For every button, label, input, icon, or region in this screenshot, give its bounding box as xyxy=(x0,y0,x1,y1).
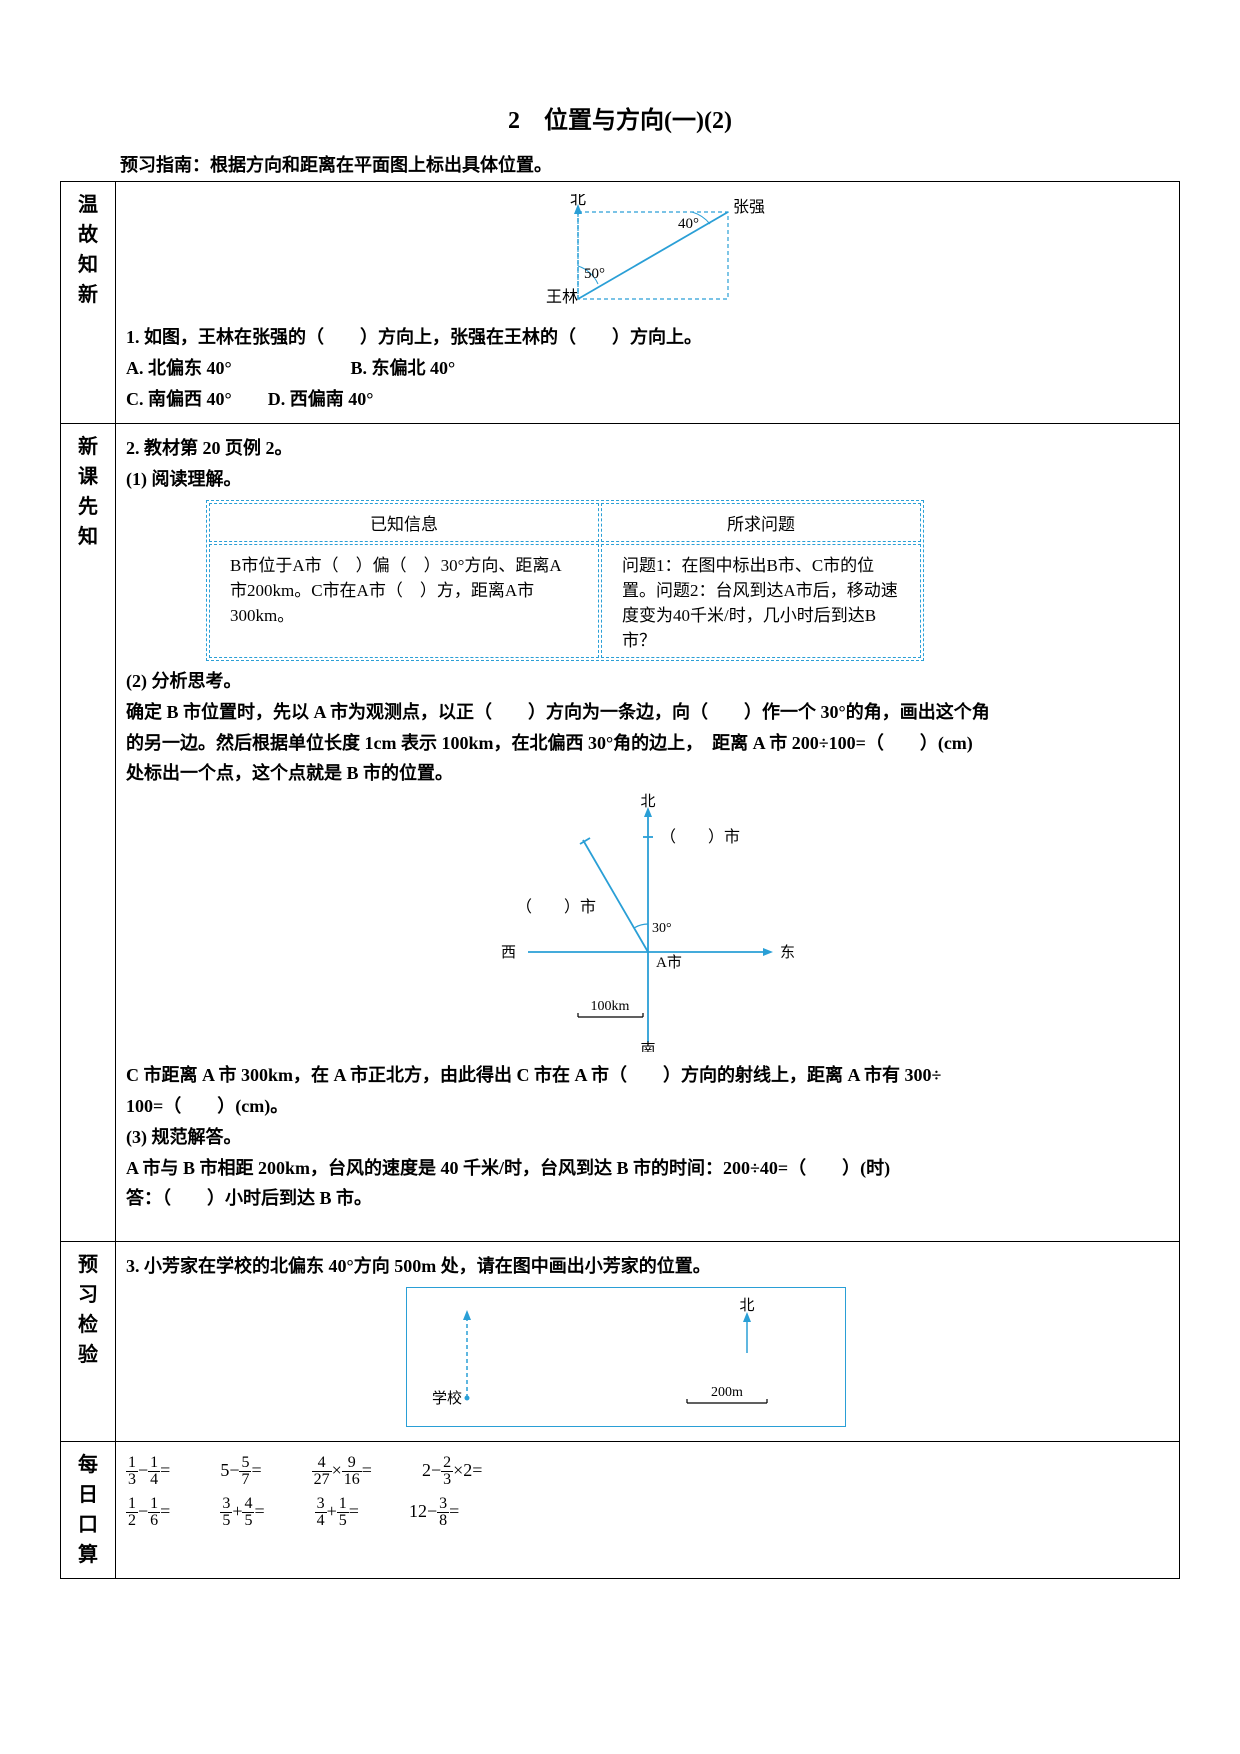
school-label: 学校 xyxy=(432,1390,462,1407)
north-label: 北 xyxy=(569,194,585,208)
section-label-2-char: 新 xyxy=(71,432,105,462)
section-label-3: 预 习 检 验 xyxy=(61,1242,116,1442)
section-label-3-char: 习 xyxy=(71,1280,105,1310)
scale-200m: 200m xyxy=(711,1385,743,1400)
page-title: 2 位置与方向(一)(2) xyxy=(60,100,1180,135)
angle-50: 50° xyxy=(584,266,605,282)
oral-item: 12−16= xyxy=(126,1492,170,1532)
q2-p3-l2: 答：（ ）小时后到达 B 市。 xyxy=(126,1184,1169,1213)
q2-p1-title: (1) 阅读理解。 xyxy=(126,465,1169,494)
south: 南 xyxy=(640,1041,655,1052)
q2-p2-l5: 100=（ ）(cm)。 xyxy=(126,1092,1169,1121)
section-label-2-char: 先 xyxy=(71,492,105,522)
section-label-3-char: 检 xyxy=(71,1310,105,1340)
section-label-2-char: 课 xyxy=(71,462,105,492)
q2-p2-title: (2) 分析思考。 xyxy=(126,667,1169,696)
section-label-1-char: 新 xyxy=(71,280,105,310)
q2-known: B市位于A市（ ）偏（ ）30°方向、距离A市200km。C市在A市（ ）方，距… xyxy=(209,544,599,658)
section-label-1: 温 故 知 新 xyxy=(61,182,116,424)
oral-list: 13−14= 5−57= 427×916= 2−23×2= 12−16= 35+45= 34… xyxy=(126,1450,1169,1531)
oral-item: 427×916= xyxy=(312,1451,372,1491)
oral-item: 2−23×2= xyxy=(422,1451,482,1491)
west: 西 xyxy=(500,945,515,961)
section-label-2-char: 知 xyxy=(71,522,105,552)
q2-p3-l1: A 市与 B 市相距 200km，台风的速度是 40 千米/时，台风到达 B 市… xyxy=(126,1154,1169,1183)
section-2-body: 2. 教材第 20 页例 2。 (1) 阅读理解。 已知信息 所求问题 B市位于… xyxy=(116,424,1180,1242)
oral-item: 13−14= xyxy=(126,1451,170,1491)
section-label-4-char: 每 xyxy=(71,1450,105,1480)
angle-30: 30° xyxy=(652,921,672,936)
section-4-body: 13−14= 5−57= 427×916= 2−23×2= 12−16= 35+45= 34… xyxy=(116,1441,1180,1578)
angle-40: 40° xyxy=(678,216,699,232)
east: 东 xyxy=(780,944,795,961)
q2-heading: 2. 教材第 20 页例 2。 xyxy=(126,434,1169,463)
q2-p2-l3: 处标出一个点，这个点就是 B 市的位置。 xyxy=(126,759,1169,788)
section-1-body: 北 40° 50° 王林 张强 1. 如图，王林在张强的（ ）方向上，张强在王林… xyxy=(116,182,1180,424)
section-label-4-char: 日 xyxy=(71,1480,105,1510)
q2-th-known: 已知信息 xyxy=(209,503,599,542)
q3-diagram: 学校 北 200m xyxy=(407,1288,847,1428)
a-city: A市 xyxy=(656,954,682,971)
north-label-q3: 北 xyxy=(739,1297,754,1314)
oral-item: 35+45= xyxy=(220,1492,264,1532)
q2-p2-l1: 确定 B 市位置时，先以 A 市为观测点，以正（ ）方向为一条边，向（ ）作一个… xyxy=(126,698,1169,727)
q2-asked: 问题1：在图中标出B市、C市的位置。问题2：台风到达A市后，移动速度变为40千米… xyxy=(601,544,921,658)
q1-opt-cd: C. 南偏西 40° D. 西偏南 40° xyxy=(126,385,1169,414)
section-label-1-char: 知 xyxy=(71,250,105,280)
q2-info-table: 已知信息 所求问题 B市位于A市（ ）偏（ ）30°方向、距离A市200km。C… xyxy=(206,500,924,661)
scale-100km: 100km xyxy=(590,999,629,1014)
q1-diagram: 北 40° 50° 王林 张强 xyxy=(468,194,828,314)
c-city: （ ）市 xyxy=(660,828,740,846)
q2-p2-l2: 的另一边。然后根据单位长度 1cm 表示 100km，在北偏西 30°角的边上，… xyxy=(126,729,1169,758)
q3-diagram-box: 学校 北 200m xyxy=(406,1287,846,1427)
q1-stem: 1. 如图，王林在张强的（ ）方向上，张强在王林的（ ）方向上。 xyxy=(126,323,1169,352)
preview-guide: 预习指南：根据方向和距离在平面图上标出具体位置。 xyxy=(60,151,1180,177)
section-label-1-char: 温 xyxy=(71,190,105,220)
q2-th-asked: 所求问题 xyxy=(601,503,921,542)
q1-opt-a: A. 北偏东 40° xyxy=(126,354,346,383)
section-label-3-char: 预 xyxy=(71,1250,105,1280)
oral-item: 12−38= xyxy=(409,1492,459,1532)
section-label-3-char: 验 xyxy=(71,1340,105,1370)
section-label-2: 新 课 先 知 xyxy=(61,424,116,1242)
q2-compass-diagram: 北 南 东 西 A市 （ ）市 （ ）市 30° 1 xyxy=(468,792,828,1052)
north: 北 xyxy=(640,793,655,810)
section-3-body: 3. 小芳家在学校的北偏东 40°方向 500m 处，请在图中画出小芳家的位置。… xyxy=(116,1242,1180,1442)
b-city: （ ）市 xyxy=(516,898,596,916)
q1-opt-b: B. 东偏北 40° xyxy=(351,358,456,378)
section-label-4-char: 口 xyxy=(71,1510,105,1540)
section-label-4: 每 日 口 算 xyxy=(61,1441,116,1578)
oral-item: 34+15= xyxy=(315,1492,359,1532)
oral-item: 5−57= xyxy=(220,1451,261,1491)
q2-p2-l4: C 市距离 A 市 300km，在 A 市正北方，由此得出 C 市在 A 市（ … xyxy=(126,1061,1169,1090)
q2-p3-title: (3) 规范解答。 xyxy=(126,1123,1169,1152)
wanglin-label: 王林 xyxy=(546,288,578,306)
section-label-4-char: 算 xyxy=(71,1540,105,1570)
section-label-1-char: 故 xyxy=(71,220,105,250)
worksheet-table: 温 故 知 新 北 40° 50° 王林 xyxy=(60,181,1180,1579)
zhangqiang-label: 张强 xyxy=(733,198,765,216)
q3-stem: 3. 小芳家在学校的北偏东 40°方向 500m 处，请在图中画出小芳家的位置。 xyxy=(126,1252,1169,1281)
